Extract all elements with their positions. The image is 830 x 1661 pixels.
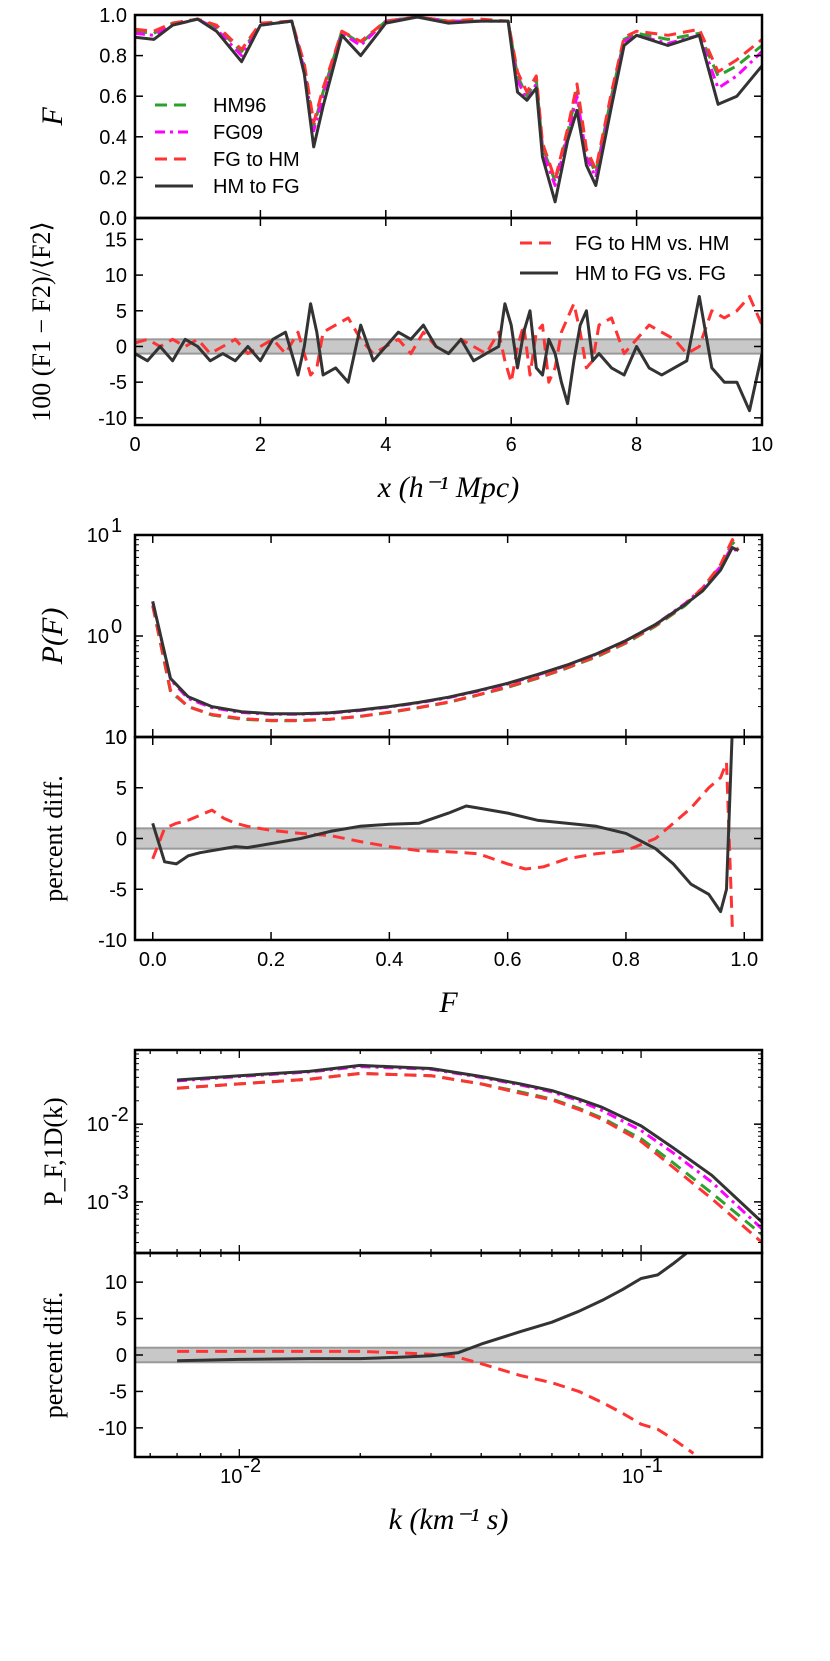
xtick-label: 2 — [255, 434, 266, 456]
legend-label: HM to FG vs. FG — [575, 263, 726, 285]
series-flux-diff-vs-x-1 — [135, 295, 762, 413]
frame-flux-pdf — [133, 533, 764, 739]
xtick-label: 1.0 — [730, 949, 758, 971]
ytick-label: -10 — [98, 408, 127, 430]
ytick-label: 15 — [105, 229, 127, 251]
ytick-label: 5 — [116, 1309, 127, 1331]
ytick-label: -5 — [109, 879, 127, 901]
xaxis-label-flux-pdf-diff: F — [438, 986, 458, 1019]
xtick-label: 0.0 — [139, 949, 167, 971]
legend-label: HM to FG — [213, 176, 300, 198]
ytick-label: 10 — [87, 525, 109, 547]
series-flux-pdf-diff-0 — [151, 760, 734, 930]
series-flux-power-2 — [176, 1071, 762, 1244]
frame-flux-diff-vs-x — [133, 216, 764, 427]
series-flux-power-diff-1 — [177, 1253, 688, 1363]
yaxis-label-flux-pdf: P(F) — [36, 608, 69, 666]
ytick-label: 0 — [116, 1345, 127, 1367]
ytick-label: 10 — [87, 1192, 109, 1214]
ytick-exponent: 1 — [111, 515, 122, 537]
xtick-label: 8 — [631, 434, 642, 456]
panel-flux-vs-x: 0.0 0.2 0.4 0.6 0.8 1.0 F HM96 FG09 FG to HM HM to… — [36, 5, 764, 230]
yaxis-label-flux-vs-x: F — [36, 107, 69, 127]
xtick-label: 10 — [220, 1466, 242, 1488]
ytick-label: -5 — [109, 1381, 127, 1403]
xaxis-label-flux-diff-vs-x: x (h⁻¹ Mpc) — [377, 471, 519, 504]
xtick-exponent: -2 — [243, 1455, 261, 1477]
yaxis-label-flux-power: P_F,1D(k) — [39, 1097, 68, 1205]
legend-label: HM96 — [213, 95, 266, 117]
ytick-label: -10 — [98, 1418, 127, 1440]
xtick-label: 0.8 — [612, 949, 640, 971]
xtick-exponent: -1 — [645, 1455, 663, 1477]
ytick-label: 0 — [116, 829, 127, 851]
panel-flux-diff-vs-x: -10 -5 0 5 10 15 0 2 4 6 8 10 x (h⁻¹ Mpc) 100 (F1 − F… — [27, 15, 773, 504]
ytick-label: 10 — [105, 1272, 127, 1294]
series-flux-diff-vs-x-0 — [135, 295, 762, 384]
xtick-label: 6 — [506, 434, 517, 456]
panel-flux-power: 10 -210 -3P_F,1D(k) — [39, 1048, 764, 1255]
xtick-label: 0.2 — [257, 949, 285, 971]
series-flux-pdf-diff-1 — [151, 737, 734, 914]
yaxis-label-flux-power-diff: percent diff. — [39, 1292, 68, 1419]
yaxis-label-flux-pdf-diff: percent diff. — [39, 775, 68, 902]
ytick-label: 10 — [87, 626, 109, 648]
ytick-label: 5 — [116, 778, 127, 800]
ytick-label: 0 — [116, 336, 127, 358]
ytick-label: 1.0 — [99, 5, 127, 27]
xtick-label: 0 — [129, 434, 140, 456]
ytick-label: 5 — [116, 301, 127, 323]
series-flux-power-3 — [176, 1063, 762, 1224]
series-flux-vs-x-3 — [135, 15, 762, 204]
ytick-label: 10 — [105, 727, 127, 749]
legend-label: FG to HM vs. HM — [575, 233, 729, 255]
series-flux-power-diff-0 — [177, 1349, 695, 1455]
series-flux-pdf-3 — [151, 546, 739, 716]
ytick-label: 0.8 — [99, 46, 127, 68]
legend-label: FG09 — [213, 122, 263, 144]
ytick-label: -5 — [109, 372, 127, 394]
ytick-label: -10 — [98, 930, 127, 952]
xtick-label: 10 — [622, 1466, 644, 1488]
xtick-label: 0.4 — [375, 949, 403, 971]
xtick-label: 0.6 — [494, 949, 522, 971]
series-flux-pdf-0 — [151, 540, 740, 723]
ytick-label: 0.6 — [99, 86, 127, 108]
ytick-exponent: 0 — [111, 616, 122, 638]
xtick-label: 4 — [380, 434, 391, 456]
ytick-label: 0.2 — [99, 167, 127, 189]
ytick-label: 10 — [87, 1114, 109, 1136]
ytick-label: 10 — [105, 727, 127, 749]
ytick-exponent: -2 — [111, 1104, 129, 1126]
xtick-label: 10 — [751, 434, 773, 456]
yaxis-label-flux-diff-vs-x: 100 (F1 − F2)/⟨F2⟩ — [27, 221, 56, 421]
ytick-label: 0.0 — [99, 208, 127, 230]
ytick-label: 10 — [105, 265, 127, 287]
legend-label: FG to HM — [213, 149, 300, 171]
frame-flux-power — [133, 1048, 764, 1255]
xaxis-label-flux-power-diff: k (km⁻¹ s) — [389, 1503, 509, 1536]
ytick-label: 0.4 — [99, 127, 127, 149]
band-flux-pdf-diff — [134, 827, 763, 850]
ytick-exponent: -3 — [111, 1182, 129, 1204]
